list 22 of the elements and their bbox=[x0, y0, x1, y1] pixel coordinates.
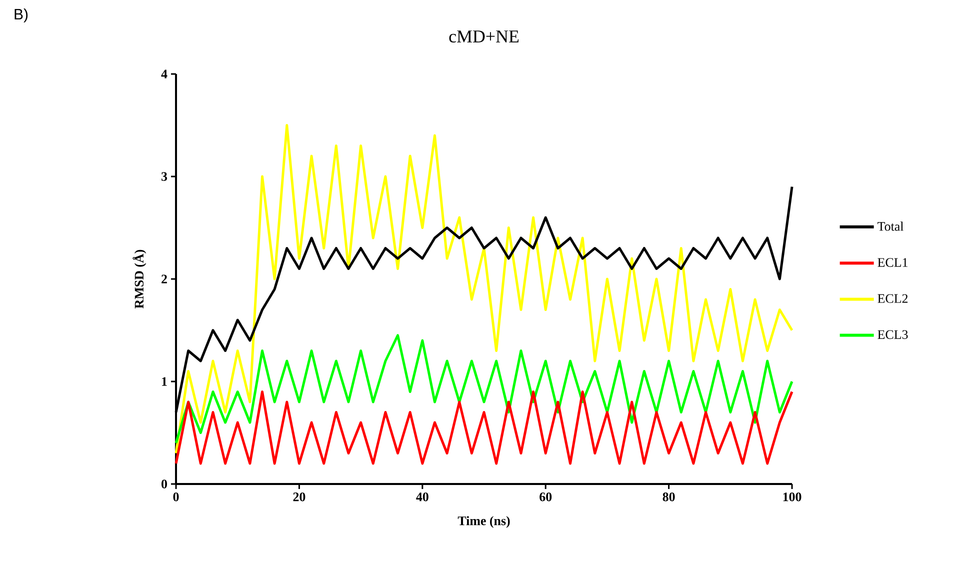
line-series bbox=[174, 390, 794, 465]
y-axis-title: RMSD (Å) bbox=[132, 250, 146, 308]
y-tick-label: 2 bbox=[162, 274, 167, 284]
x-tick-label: 20 bbox=[293, 492, 306, 502]
y-tick-label: 1 bbox=[162, 377, 167, 386]
text: B) bbox=[14, 8, 28, 22]
legend-label: ECL3 bbox=[878, 330, 908, 339]
x-tick-label: 80 bbox=[662, 492, 675, 502]
x-tick-label: 0 bbox=[173, 492, 179, 502]
y-tick-label: 0 bbox=[162, 480, 167, 488]
line-series bbox=[174, 334, 794, 444]
x-axis-title: Time (ns) bbox=[458, 516, 510, 528]
y-tick-label: 3 bbox=[162, 172, 168, 181]
y-tick-label: 4 bbox=[161, 70, 168, 78]
x-tick-label: 60 bbox=[540, 492, 552, 502]
legend-label: Total bbox=[878, 222, 904, 231]
legend-label: ECL1 bbox=[878, 258, 908, 267]
x-tick-label: 40 bbox=[416, 492, 428, 502]
x-tick-label: 100 bbox=[783, 492, 802, 502]
line-series bbox=[174, 124, 794, 454]
legend-label: ECL2 bbox=[878, 294, 908, 303]
chart-title: cMD+NE bbox=[449, 30, 519, 42]
